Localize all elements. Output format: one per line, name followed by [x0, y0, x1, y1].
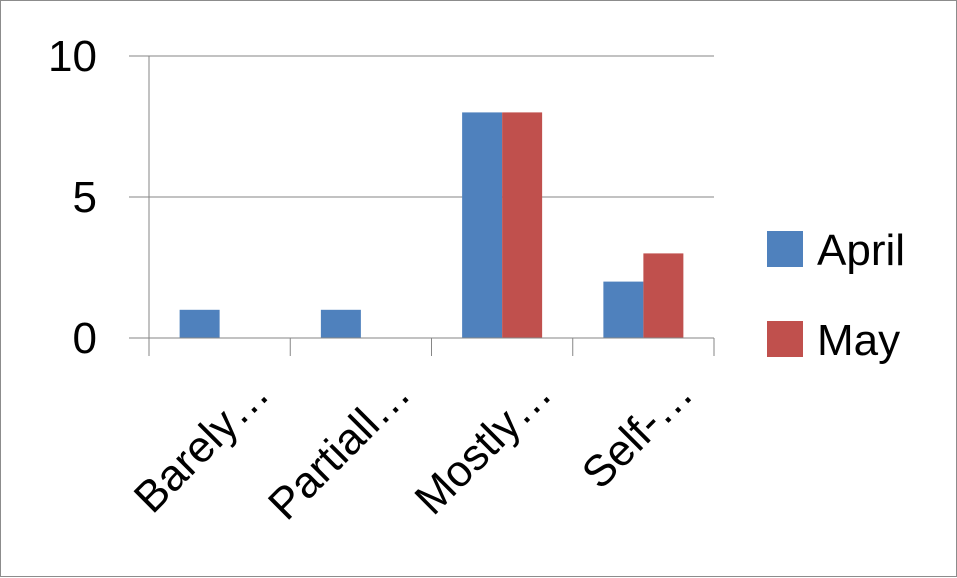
axes: [129, 55, 715, 356]
legend-label-may: May: [817, 316, 900, 365]
bar-may-2: [502, 112, 543, 339]
legend-label-april: April: [817, 226, 905, 275]
bars: [179, 112, 684, 339]
x-category-label: Barely…: [125, 368, 279, 522]
bar-april-2: [462, 112, 503, 339]
bar-may-3: [643, 253, 684, 338]
y-tick-labels: 0 5 10: [48, 32, 97, 363]
y-tick-label: 10: [48, 32, 97, 81]
x-category-label: Partiall…: [259, 368, 420, 529]
y-tick-label: 0: [73, 314, 97, 363]
x-category-label: Mostly…: [406, 368, 562, 524]
bar-april-3: [603, 281, 644, 338]
legend-swatch-april: [767, 231, 803, 267]
bar-april-0: [179, 309, 220, 338]
x-category-label: Self-…: [573, 368, 703, 498]
y-tick-label: 5: [73, 173, 97, 222]
legend: April May: [767, 226, 905, 365]
legend-swatch-may: [767, 321, 803, 357]
gridlines: [149, 55, 714, 198]
x-category-labels: Barely…Partiall…Mostly… Self-…: [125, 368, 703, 529]
bar-april-1: [320, 309, 361, 338]
